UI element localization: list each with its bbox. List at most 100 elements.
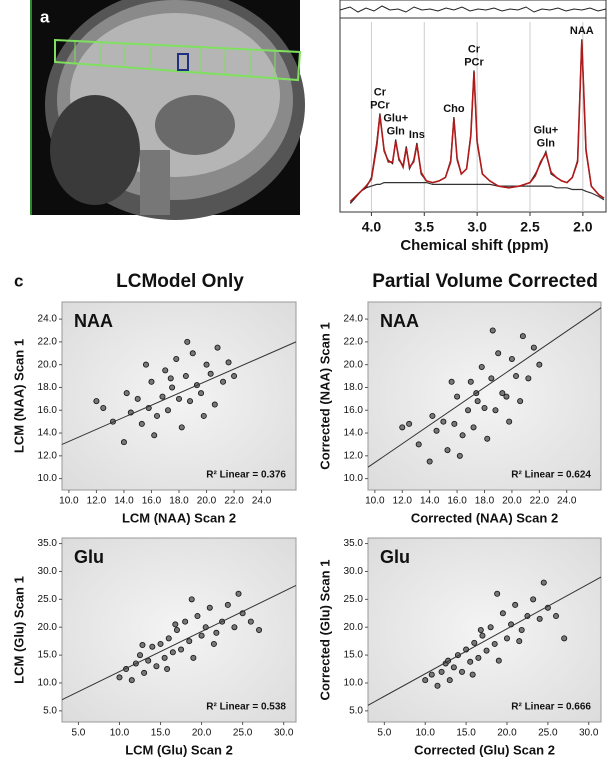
y-tick-label: 20.0 (344, 359, 364, 370)
y-tick-label: 30.0 (344, 566, 364, 577)
x-tick-label: 5.0 (377, 728, 391, 739)
scatter-point (164, 666, 171, 673)
scatter-point (530, 344, 537, 351)
y-tick-label: 35.0 (344, 538, 364, 549)
scatter-point (499, 390, 506, 397)
scatter-point (536, 615, 543, 622)
scatter-point (190, 654, 197, 661)
x-tick-label: 4.0 (362, 219, 382, 235)
y-axis-title: LCM (NAA) Scan 1 (11, 339, 26, 453)
scatter-point (503, 635, 510, 642)
scatter-point (475, 654, 482, 661)
x-tick-label: 24.0 (252, 496, 272, 507)
scatter-point (173, 355, 180, 362)
scatter-point (479, 632, 486, 639)
x-tick-label: 30.0 (274, 728, 294, 739)
scatter-point (149, 643, 156, 650)
scatter-point (553, 613, 560, 620)
x-tick-label: 12.0 (393, 496, 413, 507)
spectrum-line (349, 182, 605, 204)
x-axis-title: Chemical shift (ppm) (400, 237, 548, 254)
scatter-point (428, 671, 435, 678)
scatter-point (178, 424, 185, 431)
peak-label: NAA (570, 25, 594, 37)
y-tick-label: 25.0 (344, 594, 364, 605)
scatter-point (467, 378, 474, 385)
scatter-point (503, 393, 510, 400)
y-tick-label: 22.0 (38, 337, 58, 348)
y-tick-label: 16.0 (38, 405, 58, 416)
x-tick-label: 2.5 (520, 219, 540, 235)
scatter-point (506, 418, 513, 425)
scatter-point (433, 427, 440, 434)
y-tick-label: 14.0 (344, 428, 364, 439)
y-tick-label: 12.0 (344, 450, 364, 461)
fit-line (367, 576, 602, 706)
column-title: Partial Volume Corrected (372, 271, 598, 292)
y-tick-label: 10.0 (344, 473, 364, 484)
y-axis-title: LCM (Glu) Scan 1 (11, 576, 26, 684)
scatter-point (495, 657, 502, 664)
scatter-point (429, 412, 436, 419)
x-tick-label: 10.0 (110, 728, 130, 739)
y-tick-label: 18.0 (344, 382, 364, 393)
scatter-point (189, 350, 196, 357)
residual-strip (339, 0, 607, 19)
scatter-point (256, 627, 263, 634)
scatter-point (225, 359, 232, 366)
scatter-point (235, 590, 242, 597)
scatter-point (207, 370, 214, 377)
x-tick-label: 10.0 (59, 496, 79, 507)
scatter-point (93, 398, 100, 405)
scatter-point (157, 640, 164, 647)
scatter-point (513, 373, 520, 380)
y-tick-label: 15.0 (344, 650, 364, 661)
r-squared: R² Linear = 0.376 (206, 470, 286, 481)
x-tick-label: 30.0 (579, 728, 599, 739)
scatter-point (512, 601, 519, 608)
scatter-point (474, 398, 481, 405)
scatter-point (198, 632, 205, 639)
scatter-point (188, 596, 195, 603)
x-axis-title: Corrected (Glu) Scan 2 (414, 742, 555, 757)
peak-label: Gln (537, 137, 556, 149)
scatter-point (477, 627, 484, 634)
plot-label: NAA (74, 311, 113, 331)
y-tick-label: 20.0 (38, 359, 58, 370)
plot-label: Glu (380, 547, 410, 567)
scatter-point (536, 361, 543, 368)
scatter-point (136, 652, 143, 659)
scatter-point (142, 361, 149, 368)
scatter-point (561, 635, 568, 642)
x-tick-label: 5.0 (71, 728, 85, 739)
scatter-point (508, 355, 515, 362)
scatter-point (231, 624, 238, 631)
scatter-point (440, 418, 447, 425)
x-axis-title: Corrected (NAA) Scan 2 (411, 510, 558, 525)
scatter-point (162, 367, 169, 374)
x-tick-label: 16.0 (447, 496, 467, 507)
peak-label: Cr (374, 86, 387, 98)
scatter-point (182, 373, 189, 380)
fit-line (61, 341, 297, 445)
scatter-point (161, 654, 168, 661)
y-tick-label: 25.0 (38, 594, 58, 605)
y-tick-label: 10.0 (38, 473, 58, 484)
y-tick-label: 15.0 (38, 650, 58, 661)
peak-label: PCr (370, 99, 390, 111)
scatter-point (448, 378, 455, 385)
scatter-point (206, 604, 213, 611)
plot-label: Glu (74, 547, 104, 567)
x-tick-label: 25.0 (538, 728, 558, 739)
y-axis-title: Corrected (Glu) Scan 1 (317, 560, 332, 701)
scatter-point (450, 664, 457, 671)
spectrum-line (349, 40, 605, 203)
plot-frame (339, 17, 607, 213)
scatter-point (467, 658, 474, 665)
y-tick-label: 20.0 (344, 622, 364, 633)
scatter-point (438, 668, 445, 675)
x-tick-label: 20.0 (197, 496, 217, 507)
scatter-point (194, 613, 201, 620)
scatter-point (399, 424, 406, 431)
